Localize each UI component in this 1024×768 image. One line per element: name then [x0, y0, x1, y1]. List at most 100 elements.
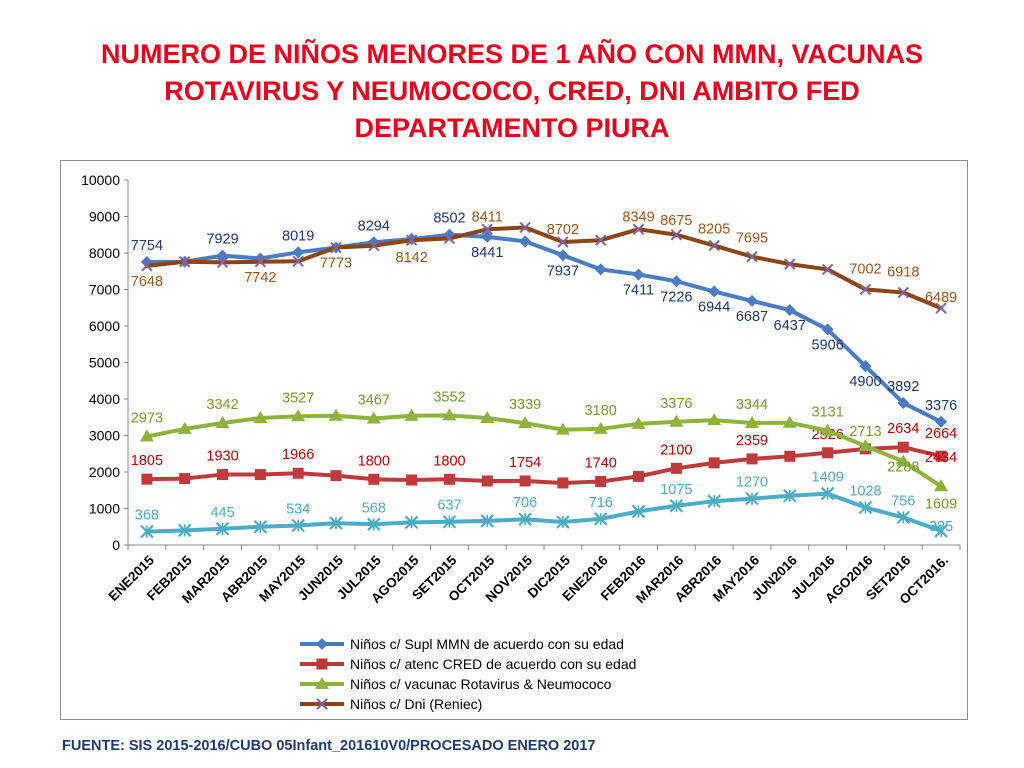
data-label: 2288: [887, 459, 919, 475]
data-point: [858, 438, 873, 451]
data-point: [708, 285, 721, 298]
y-tick-label: 7000: [89, 282, 120, 298]
y-tick-label: 5000: [89, 355, 120, 371]
data-label: 8702: [547, 222, 579, 238]
data-point: [783, 304, 796, 317]
data-point: [555, 422, 570, 435]
data-label: 8502: [433, 211, 465, 227]
data-point-stroke: [292, 255, 304, 267]
data-point: [443, 232, 456, 245]
data-label: 7226: [660, 289, 692, 305]
data-label: 2713: [849, 424, 881, 440]
data-label: 706: [513, 495, 537, 511]
data-point: [330, 241, 342, 254]
data-label: 3892: [887, 379, 919, 395]
data-point: [631, 504, 646, 519]
data-point: [442, 408, 457, 421]
data-point: [141, 473, 153, 485]
y-tick-label: 6000: [89, 318, 120, 334]
data-point: [745, 491, 759, 506]
data-label: 3180: [585, 403, 617, 419]
data-label: 534: [286, 502, 310, 518]
data-label: 2434: [925, 450, 957, 466]
data-point: [858, 500, 873, 515]
data-point: [292, 467, 304, 479]
data-point: [556, 515, 570, 529]
chart-frame: [60, 160, 968, 720]
legend-label: Niños c/ Supl MMN de acuerdo con su edad: [350, 636, 624, 652]
data-point: [481, 223, 493, 235]
data-point: [177, 523, 192, 538]
data-label: 2100: [660, 442, 692, 458]
legend-marker: [316, 638, 328, 650]
data-label: 3376: [660, 396, 692, 412]
data-point: [179, 256, 191, 268]
data-point-stroke: [784, 258, 796, 270]
data-point: [404, 408, 419, 421]
data-point: [859, 360, 872, 373]
data-point-stroke: [216, 256, 229, 269]
y-tick-label: 0: [112, 537, 120, 553]
data-label: 7937: [547, 263, 579, 279]
data-point-stroke: [443, 232, 456, 245]
data-point: [366, 411, 381, 424]
data-point: [139, 429, 154, 442]
data-point-stroke: [821, 263, 834, 276]
data-label: 1800: [433, 453, 465, 469]
data-label: 6944: [698, 300, 730, 316]
data-label: 3376: [925, 398, 957, 414]
data-label: 6437: [774, 318, 806, 334]
data-label: 8142: [396, 250, 428, 266]
data-label: 7742: [244, 270, 276, 286]
data-point: [783, 488, 797, 503]
data-point: [404, 515, 419, 530]
data-label: 1075: [660, 482, 692, 498]
data-point: [595, 475, 607, 487]
data-point: [480, 410, 495, 423]
y-tick-label: 4000: [89, 391, 120, 407]
data-point: [594, 263, 607, 276]
data-point: [670, 229, 683, 241]
data-point: [669, 498, 684, 513]
data-point-stroke: [670, 229, 683, 241]
data-point: [897, 396, 910, 409]
data-label: 8019: [282, 228, 314, 244]
data-point: [367, 517, 381, 532]
data-point: [934, 479, 949, 492]
data-label: 1754: [509, 455, 541, 471]
data-label: 1270: [736, 475, 768, 491]
data-point: [821, 263, 834, 276]
data-point: [557, 236, 569, 248]
data-point: [291, 518, 305, 533]
data-label: 7773: [320, 256, 352, 272]
data-point-stroke: [330, 241, 342, 254]
series-line: [146, 491, 942, 534]
data-label: 1966: [282, 447, 314, 463]
legend-marker: [316, 658, 328, 670]
chart-title: NUMERO DE NIÑOS MENORES DE 1 AÑO CON MMN…: [0, 36, 1024, 147]
data-point: [670, 275, 683, 288]
data-point: [292, 255, 304, 267]
title-line-3: DEPARTAMENTO PIURA: [354, 113, 670, 143]
data-point: [820, 486, 835, 501]
data-point-stroke: [708, 239, 720, 252]
data-point-stroke: [405, 234, 418, 246]
data-point: [254, 469, 266, 481]
data-point: [897, 441, 909, 453]
data-label: 6489: [925, 290, 957, 306]
source-note: FUENTE: SIS 2015-2016/CUBO 05Infant_2016…: [62, 738, 596, 754]
y-tick-label: 8000: [89, 245, 120, 261]
y-tick-label: 1000: [89, 501, 120, 517]
data-point: [745, 415, 759, 428]
data-label: 3344: [736, 397, 768, 413]
data-label: 2359: [736, 433, 768, 449]
legend-marker: [316, 698, 328, 710]
legend-label: Niños c/ vacunac Rotavirus & Neumococo: [350, 676, 612, 692]
data-point: [896, 510, 911, 525]
data-point-stroke: [859, 283, 872, 296]
data-label: 568: [362, 500, 386, 516]
data-label: 716: [589, 495, 613, 511]
data-point-stroke: [141, 260, 153, 272]
legend-label: Niños c/ Dni (Reniec): [350, 696, 482, 712]
